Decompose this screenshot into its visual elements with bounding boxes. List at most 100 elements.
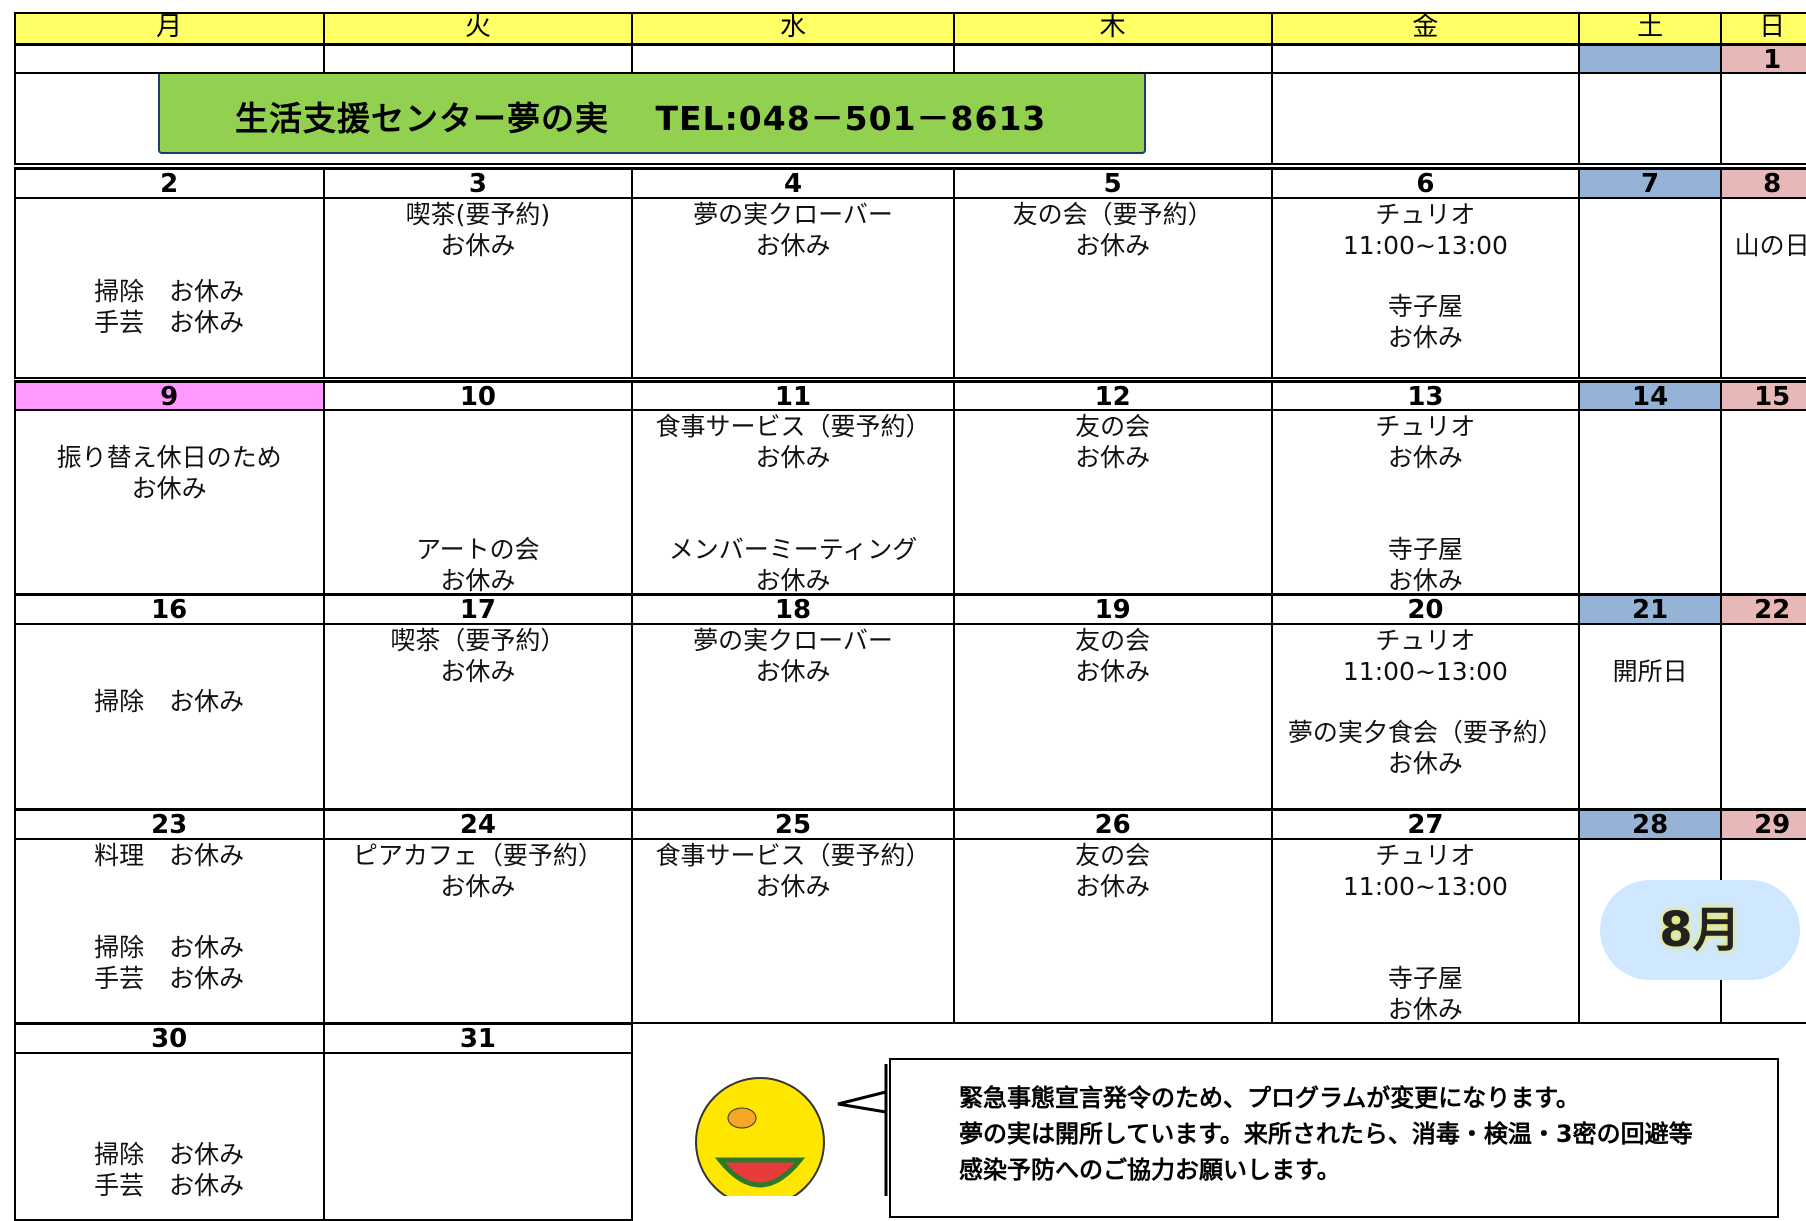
event-line: 友の会 xyxy=(1075,626,1151,656)
event-line: お休み xyxy=(1387,995,1463,1025)
event-line: 友の会 xyxy=(1075,412,1151,442)
event-line: お休み xyxy=(1387,566,1463,596)
date-cell: 26 xyxy=(952,808,1273,841)
date-cell: 13 xyxy=(1270,379,1581,412)
event-line: 掃除 お休み xyxy=(94,687,245,717)
event-line: 喫茶(要予約) xyxy=(405,199,551,229)
date-cell: 29 xyxy=(1719,808,1806,841)
date-number: 30 xyxy=(151,1024,188,1055)
event-line: 夢の実クローバー xyxy=(693,626,893,656)
event-line: 夢の実クローバー xyxy=(693,199,893,229)
date-cell: 14 xyxy=(1578,379,1722,412)
event: チュリオ 11:00~13:00 xyxy=(1273,625,1579,687)
beak xyxy=(727,1107,757,1129)
event: メンバーミーティング お休み xyxy=(633,534,952,593)
weekday-label: 月 xyxy=(156,11,183,42)
day-cell xyxy=(1270,72,1581,166)
date-number: 27 xyxy=(1407,810,1444,841)
date-number: 3 xyxy=(468,168,487,199)
event-line: 手芸 お休み xyxy=(94,1171,245,1201)
event-line: 食事サービス（要予約） xyxy=(655,841,931,871)
date-number: 18 xyxy=(774,595,812,626)
date-cell: 31 xyxy=(322,1022,634,1055)
event-line: 山の日 xyxy=(1734,230,1806,260)
event-line: お休み xyxy=(440,566,516,596)
event: 食事サービス（要予約） お休み xyxy=(633,840,952,902)
day-cell: チュリオ 11:00~13:00 夢の実夕食会（要予約） お休み xyxy=(1270,623,1581,811)
event: 掃除 お休み xyxy=(16,686,323,717)
date-cell: 23 xyxy=(13,808,325,841)
date-cell xyxy=(1578,42,1722,75)
event-line: アートの会 xyxy=(416,535,540,565)
event: 喫茶(要予約) お休み xyxy=(325,199,632,261)
event: 夢の実クローバー お休み xyxy=(633,199,952,261)
day-cell: チュリオ お休み 寺子屋 お休み xyxy=(1270,409,1581,596)
event-line: 掃除 お休み xyxy=(94,933,245,963)
event: 寺子屋 お休み xyxy=(1273,291,1579,353)
date-number: 26 xyxy=(1094,810,1131,841)
event-line: 友の会（要予約） xyxy=(1012,199,1213,229)
day-cell: 食事サービス（要予約） お休み xyxy=(631,838,955,1025)
date-cell: 11 xyxy=(631,379,955,412)
date-cell: 22 xyxy=(1719,593,1806,626)
speech-tail xyxy=(837,1064,888,1196)
day-cell: 開所日 xyxy=(1578,623,1722,811)
date-number: 16 xyxy=(151,595,188,626)
weekday-header: 火 xyxy=(322,11,634,45)
weekday-header: 月 xyxy=(13,11,325,45)
event-line: お休み xyxy=(1075,230,1151,260)
event-line: 手芸 お休み xyxy=(94,964,245,994)
date-number: 22 xyxy=(1754,595,1791,626)
event-line: お休み xyxy=(755,443,831,473)
event: 友の会（要予約） お休み xyxy=(955,199,1271,261)
event-line: お休み xyxy=(755,230,831,260)
event-line: お休み xyxy=(440,230,516,260)
date-cell xyxy=(322,42,634,75)
date-cell: 28 xyxy=(1578,808,1722,841)
date-number: 1 xyxy=(1763,44,1782,75)
event-line: お休み xyxy=(440,872,516,902)
day-cell: 夢の実クローバー お休み xyxy=(631,623,955,811)
event: 友の会 お休み xyxy=(955,840,1271,902)
event: 友の会 お休み xyxy=(955,625,1271,687)
event: チュリオ お休み xyxy=(1273,411,1579,473)
weekday-label: 土 xyxy=(1637,11,1664,42)
date-number: 5 xyxy=(1103,168,1122,199)
notice-box: 緊急事態宣言発令のため、プログラムが変更になります。 夢の実は開所しています。来所… xyxy=(889,1058,1779,1218)
date-cell: 25 xyxy=(631,808,955,841)
notice-line: 緊急事態宣言発令のため、プログラムが変更になります。 xyxy=(959,1084,1580,1112)
day-cell: チュリオ 11:00~13:00 寺子屋 お休み xyxy=(1270,838,1581,1025)
event-line: チュリオ xyxy=(1375,841,1476,871)
weekday-header: 水 xyxy=(631,11,955,45)
weekday-header: 金 xyxy=(1270,11,1581,45)
event-line: お休み xyxy=(1387,749,1463,779)
date-cell: 19 xyxy=(952,593,1273,626)
day-cell xyxy=(1719,72,1806,166)
date-cell: 18 xyxy=(631,593,955,626)
date-number: 20 xyxy=(1407,595,1444,626)
date-cell: 21 xyxy=(1578,593,1722,626)
date-number: 10 xyxy=(459,381,496,412)
event: 掃除 お休み 手芸 お休み xyxy=(16,932,323,994)
event-line: お休み xyxy=(1075,443,1151,473)
event: 寺子屋 お休み xyxy=(1273,534,1579,596)
event-line: チュリオ xyxy=(1375,626,1476,656)
date-cell: 12 xyxy=(952,379,1273,412)
date-number: 9 xyxy=(160,381,179,412)
event-line: 食事サービス（要予約） xyxy=(655,412,931,442)
date-cell xyxy=(13,42,325,75)
weekday-label: 木 xyxy=(1099,11,1126,42)
event-line: 11:00~13:00 xyxy=(1342,872,1508,902)
watermelon xyxy=(714,1157,806,1188)
date-number: 23 xyxy=(151,810,188,841)
event: アートの会 お休み xyxy=(325,534,632,596)
event-line: 開所日 xyxy=(1612,657,1688,687)
date-cell: 17 xyxy=(322,593,634,626)
event-line: お休み xyxy=(1387,443,1463,473)
date-cell: 4 xyxy=(631,166,955,199)
event-line: 掃除 お休み xyxy=(94,1140,245,1170)
date-cell: 20 xyxy=(1270,593,1581,626)
date-number: 8 xyxy=(1763,168,1782,199)
date-number: 31 xyxy=(459,1024,496,1055)
date-cell xyxy=(1270,42,1581,75)
